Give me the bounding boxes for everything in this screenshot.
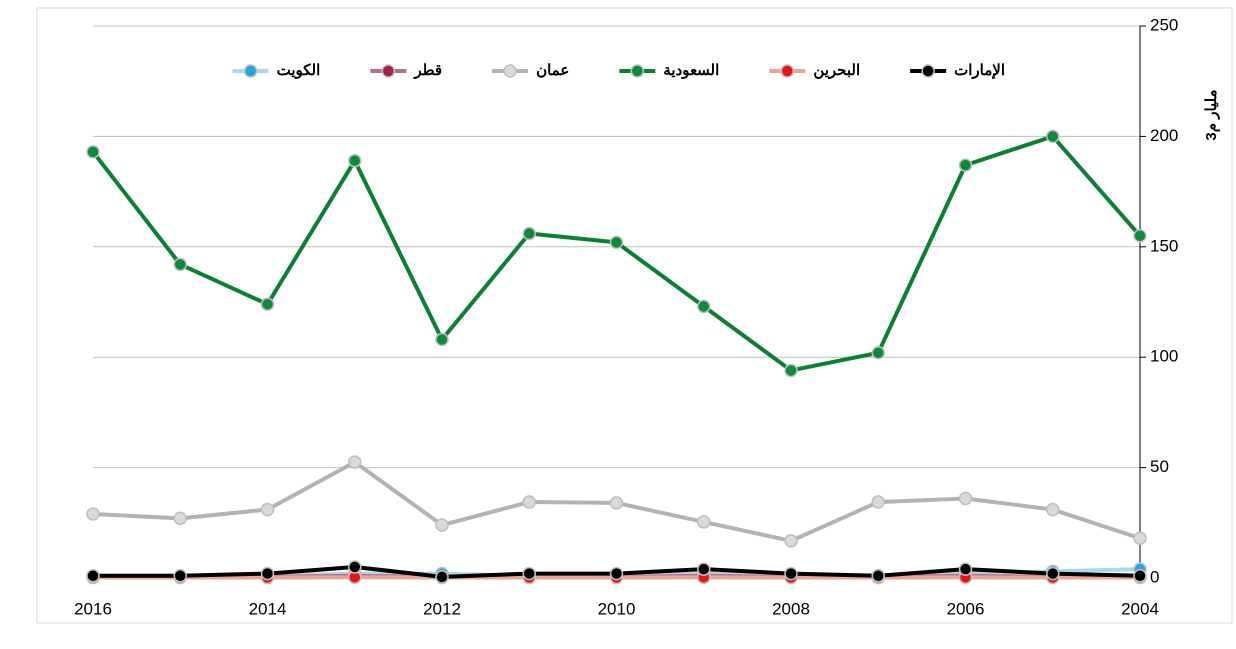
legend-marker: [503, 64, 517, 78]
data-point: [173, 511, 187, 526]
data-point: [697, 562, 711, 576]
y-tick-label: 50: [1150, 457, 1169, 476]
legend-marker: [921, 64, 935, 78]
series-line: [91, 134, 1142, 373]
data-point: [609, 566, 624, 581]
data-point: [522, 566, 536, 581]
data-point: [1046, 502, 1060, 517]
y-tick-label: 150: [1150, 236, 1178, 255]
x-tick-label: 2016: [74, 599, 112, 618]
y-axis-label: مليار م3: [1203, 89, 1220, 140]
data-point: [871, 569, 885, 583]
data-point: [348, 153, 362, 168]
data-point: [609, 496, 624, 510]
data-point: [871, 495, 885, 509]
data-point: [348, 455, 362, 469]
data-point: [697, 515, 711, 529]
legend-label: البحرين: [813, 62, 860, 79]
data-point: [1133, 229, 1147, 243]
data-point: [260, 566, 275, 581]
data-point: [871, 346, 885, 360]
chart-border: [36, 7, 1233, 624]
data-point: [958, 491, 973, 506]
data-point: [86, 145, 100, 159]
data-point: [609, 235, 624, 250]
x-tick-label: 2012: [423, 599, 461, 618]
data-point: [260, 297, 275, 311]
data-point: [435, 332, 449, 347]
x-tick-label: 2004: [1121, 599, 1159, 618]
x-tick-label: 2014: [249, 599, 287, 618]
legend-marker: [780, 64, 795, 78]
legend-label: السعودية: [663, 62, 719, 79]
data-point: [1046, 129, 1060, 144]
data-point: [348, 560, 362, 574]
data-point: [173, 569, 187, 583]
legend-marker: [381, 64, 396, 78]
data-point: [958, 158, 973, 172]
data-point: [86, 507, 100, 521]
data-point: [784, 363, 798, 378]
data-point: [958, 562, 973, 576]
x-tick-label: 2008: [772, 599, 810, 618]
data-point: [697, 299, 711, 314]
data-point: [522, 226, 536, 241]
legend-label: الإمارات: [954, 62, 1005, 79]
data-point: [173, 257, 187, 272]
data-point: [522, 495, 536, 509]
y-tick-label: 200: [1150, 126, 1178, 145]
legend-label: عمان: [536, 62, 569, 79]
legend-label: قطر: [413, 62, 442, 79]
data-point: [86, 569, 100, 583]
x-tick-label: 2010: [598, 599, 636, 618]
data-point: [1133, 569, 1147, 583]
y-tick-label: 100: [1150, 347, 1178, 366]
data-point: [435, 518, 449, 532]
y-tick-label: 0: [1150, 567, 1159, 586]
legend-marker: [630, 64, 645, 78]
data-point: [784, 566, 798, 581]
data-point: [1133, 531, 1147, 546]
data-point: [1046, 566, 1060, 581]
data-point: [784, 534, 798, 548]
legend-marker: [243, 64, 258, 78]
x-tick-label: 2006: [947, 599, 985, 618]
y-tick-label: 250: [1150, 15, 1178, 34]
data-point: [435, 570, 449, 584]
legend-label: الكويت: [277, 62, 321, 79]
data-point: [260, 502, 275, 517]
